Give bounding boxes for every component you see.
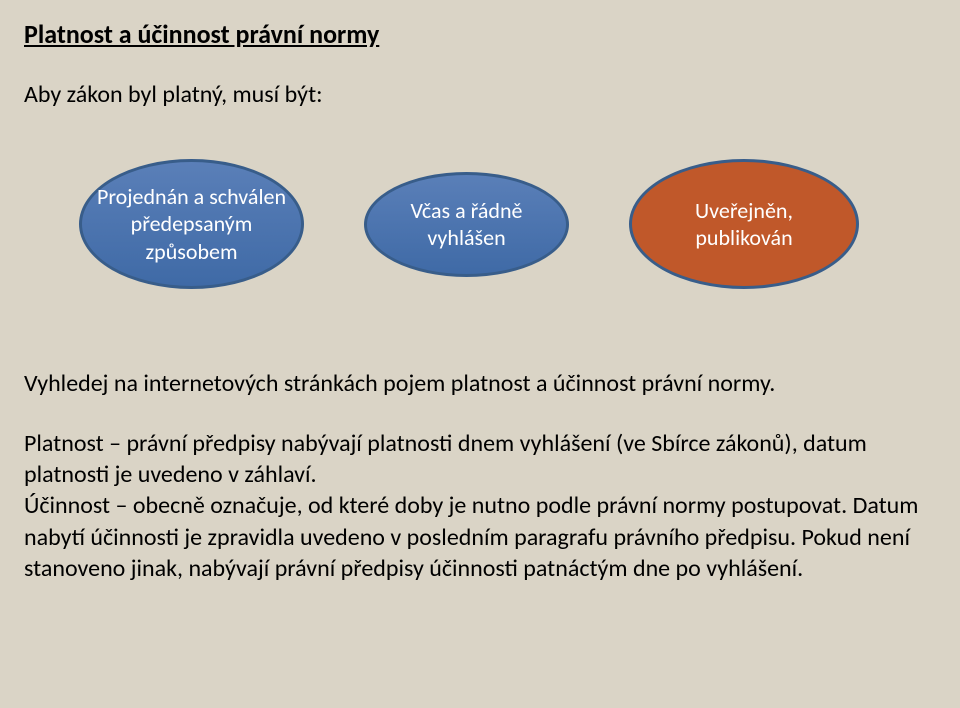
ellipse-step-3: Uveřejněn, publikován bbox=[629, 159, 859, 289]
search-instruction: Vyhledej na internetových stránkách poje… bbox=[24, 369, 928, 398]
subtitle: Aby zákon byl platný, musí být: bbox=[24, 80, 928, 109]
ellipses-row: Projednán a schválen předepsaným způsobe… bbox=[79, 159, 928, 289]
page-title: Platnost a účinnost právní normy bbox=[24, 18, 928, 50]
ellipse-step-2: Včas a řádně vyhlášen bbox=[364, 172, 569, 277]
ellipse-step-1: Projednán a schválen předepsaným způsobe… bbox=[79, 159, 304, 289]
body-paragraph: Platnost – právní předpisy nabývají plat… bbox=[24, 428, 928, 584]
